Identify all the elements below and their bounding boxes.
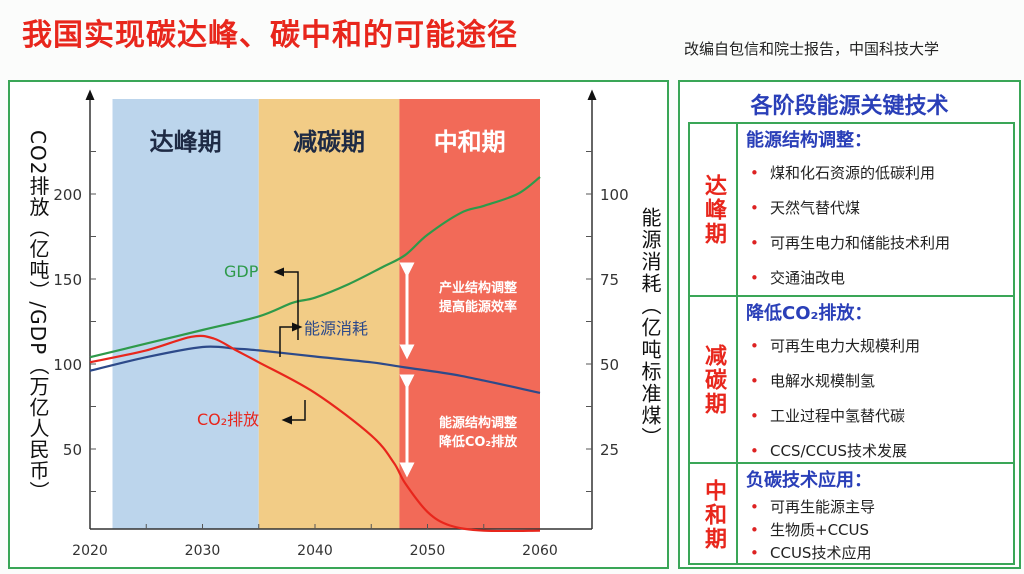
tech-heading: 能源结构调整： — [746, 130, 872, 151]
phase-band-2 — [258, 99, 400, 529]
left-tick-label: 50 — [63, 441, 82, 459]
tech-title: 各阶段能源关键技术 — [750, 94, 949, 119]
phase-label: 达峰期 — [690, 124, 738, 295]
tech-item: 可再生电力大规模利用 — [746, 329, 1009, 364]
right-tick-label: 100 — [600, 186, 629, 204]
tech-heading: 降低CO₂排放： — [746, 303, 873, 324]
series-label: CO₂排放 — [197, 410, 259, 429]
annotation-text: 产业结构调整 — [439, 280, 518, 296]
left-axis-title: CO2排放（亿吨）/GDP（万亿人民币） — [26, 130, 50, 502]
annotation-text: 能源结构调整 — [439, 415, 518, 431]
tech-item: CCS/CCUS技术发展 — [746, 434, 1009, 469]
phase-title: 减碳期 — [293, 128, 365, 156]
tech-item: 煤和化石资源的低碳利用 — [746, 156, 1009, 191]
phase-band-1 — [112, 99, 259, 529]
right-tick-label: 75 — [600, 271, 619, 289]
phase-label: 减碳期 — [690, 297, 738, 462]
x-tick-label: 2060 — [522, 543, 558, 559]
chart-panel: 达峰期 减碳期 中和期 50 100 150 200 25 50 75 100 2020 2030 204… — [8, 80, 669, 569]
x-tick-label: 2050 — [410, 543, 446, 559]
phase-title: 中和期 — [434, 128, 506, 156]
tech-item: 可再生电力和储能技术利用 — [746, 226, 1009, 261]
slide-title: 我国实现碳达峰、碳中和的可能途径 — [22, 18, 518, 53]
series-line-1 — [89, 176, 541, 359]
left-tick-label: 150 — [53, 271, 82, 289]
series-label: 能源消耗 — [304, 319, 368, 338]
right-axis-title: 能源消耗（亿吨标准煤） — [638, 207, 662, 449]
pointer-arrow — [281, 400, 306, 425]
annotation-text: 提高能源效率 — [439, 299, 517, 315]
tech-item: CCUS技术应用 — [746, 542, 1009, 565]
tech-item: 天然气替代煤 — [746, 191, 1009, 226]
tech-item: 可再生能源主导 — [746, 496, 1009, 519]
series-line-3 — [89, 334, 541, 533]
pointer-arrow — [273, 267, 299, 340]
x-tick-label: 2030 — [185, 543, 221, 559]
tech-item: 电解水规模制氢 — [746, 364, 1009, 399]
tech-panel: 各阶段能源关键技术 达峰期能源结构调整：煤和化石资源的低碳利用天然气替代煤可再生… — [678, 80, 1021, 569]
right-tick-label: 25 — [600, 441, 619, 459]
phase-title: 达峰期 — [150, 128, 222, 156]
left-tick-label: 100 — [53, 356, 82, 374]
tech-item: 生物质+CCUS — [746, 519, 1009, 542]
phase-label: 中和期 — [690, 464, 738, 565]
source-note: 改编自包信和院士报告，中国科技大学 — [684, 40, 940, 58]
series-line-2 — [89, 345, 541, 394]
emissions-chart: 达峰期 减碳期 中和期 50 100 150 200 25 50 75 100 2020 2030 204… — [26, 89, 662, 559]
annotation-text: 降低CO₂排放 — [439, 434, 518, 450]
right-tick-label: 50 — [600, 356, 619, 374]
x-tick-label: 2040 — [297, 543, 333, 559]
tech-item: 工业过程中氢替代碳 — [746, 399, 1009, 434]
phase-band-3 — [399, 99, 540, 529]
left-tick-label: 200 — [53, 186, 82, 204]
tech-heading: 负碳技术应用： — [746, 470, 872, 491]
x-tick-label: 2020 — [72, 543, 108, 559]
pointer-arrow — [279, 322, 303, 357]
series-label: GDP — [224, 262, 259, 281]
tech-item: 交通油改电 — [746, 261, 1009, 296]
